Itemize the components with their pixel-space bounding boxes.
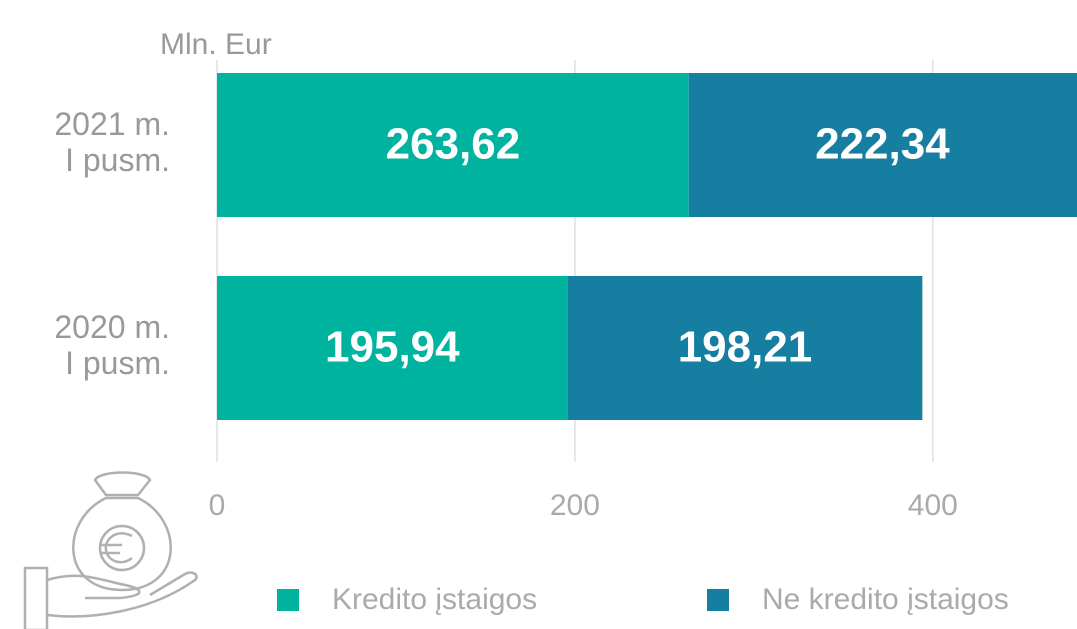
data-label: 198,21 [678, 323, 813, 372]
legend-label: Kredito įstaigos [332, 583, 537, 616]
bar-segment [688, 73, 1077, 217]
money-icon [23, 471, 198, 629]
data-label: 222,34 [815, 120, 950, 169]
bars [217, 73, 1077, 420]
legend-label: Ne kredito įstaigos [762, 583, 1009, 616]
x-tick-label: 400 [908, 489, 958, 522]
bar-segment [217, 73, 689, 217]
bar-segment [567, 276, 923, 420]
bar-segment [217, 276, 568, 420]
y-tick-label: 2020 m. I pusm. [54, 309, 170, 381]
x-tick-label: 0 [209, 489, 226, 522]
legend-swatch [707, 589, 729, 611]
x-tick-label: 200 [550, 489, 600, 522]
unit-label: Mln. Eur [160, 28, 272, 61]
data-label: 195,94 [325, 323, 460, 372]
legend-swatch [277, 589, 299, 611]
y-tick-label: 2021 m. I pusm. [54, 106, 170, 178]
data-label: 263,62 [386, 120, 521, 169]
